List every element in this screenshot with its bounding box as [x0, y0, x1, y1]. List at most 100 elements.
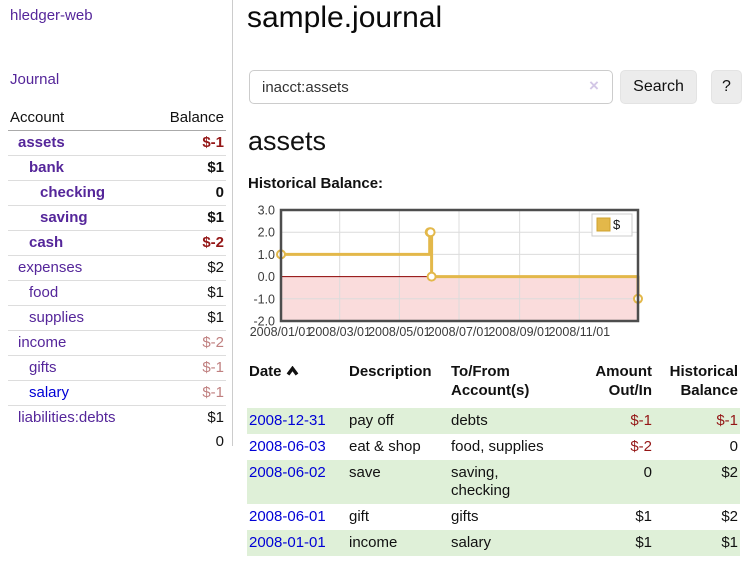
account-balance: $-2 — [150, 230, 226, 256]
transaction-row: 2008-06-01 gift gifts $1 $2 — [247, 504, 740, 530]
transaction-date-link[interactable]: 2008-12-31 — [249, 412, 326, 429]
accounts-header-balance: Balance — [150, 106, 226, 131]
sidebar-divider — [232, 0, 233, 446]
accounts-table: Account Balance assets $-1 bank $1 checking 0… — [8, 106, 226, 454]
account-link[interactable]: food — [29, 284, 59, 301]
account-link[interactable]: bank — [29, 159, 65, 176]
account-row: assets $-1 — [8, 131, 226, 156]
account-row: gifts $-1 — [8, 355, 226, 381]
transaction-description: pay off — [349, 412, 394, 429]
account-row: liabilities:debts $1 — [8, 405, 226, 430]
search-button[interactable]: Search — [620, 70, 697, 104]
search-input[interactable] — [249, 70, 613, 104]
brand-link[interactable]: hledger-web — [10, 7, 93, 24]
account-balance: $1 — [150, 205, 226, 231]
date-header-label: Date — [249, 363, 282, 380]
account-link[interactable]: checking — [40, 184, 106, 201]
account-row: income $-2 — [8, 330, 226, 356]
transaction-description: gift — [349, 508, 370, 525]
svg-text:2008/05/01: 2008/05/01 — [368, 325, 431, 339]
register-header-accounts: To/From Account(s) — [451, 363, 530, 399]
sort-ascending-icon — [286, 363, 299, 382]
account-balance: $1 — [150, 155, 226, 181]
account-row: supplies $1 — [8, 305, 226, 331]
account-row: cash $-2 — [8, 230, 226, 256]
account-link[interactable]: assets — [18, 134, 65, 151]
account-balance: $-2 — [150, 330, 226, 356]
svg-text:-1.0: -1.0 — [253, 292, 275, 306]
account-link[interactable]: income — [18, 334, 67, 351]
register-header-date[interactable]: Date — [247, 358, 347, 408]
svg-text:1.0: 1.0 — [258, 248, 275, 262]
account-balance: $1 — [150, 280, 226, 306]
svg-text:-2.0: -2.0 — [253, 315, 275, 329]
svg-text:2.0: 2.0 — [258, 226, 275, 240]
account-balance: 0 — [150, 180, 226, 206]
transaction-balance: $2 — [721, 508, 738, 525]
transaction-balance: $1 — [721, 534, 738, 551]
transaction-description: income — [349, 534, 398, 551]
page-title: sample.journal — [247, 1, 443, 34]
account-heading: assets — [248, 126, 327, 156]
accounts-total-value: 0 — [215, 433, 224, 450]
transaction-amount: $1 — [635, 508, 652, 525]
svg-text:2008/11/01: 2008/11/01 — [548, 325, 610, 339]
svg-text:$: $ — [613, 217, 621, 232]
accounts-table-body: assets $-1 bank $1 checking 0 saving $1 cash $-2 e… — [8, 131, 226, 430]
account-row: checking 0 — [8, 180, 226, 206]
transaction-amount: 0 — [643, 464, 652, 481]
accounts-total-spacer — [8, 430, 150, 454]
svg-text:2008/07/01: 2008/07/01 — [428, 325, 491, 339]
account-balance: $-1 — [202, 134, 224, 151]
account-link[interactable]: gifts — [29, 359, 57, 376]
transaction-accounts: saving, checking — [451, 464, 511, 499]
account-link[interactable]: supplies — [29, 309, 85, 326]
svg-text:3.0: 3.0 — [258, 204, 275, 218]
register-header-amount: Amount Out/In — [595, 363, 652, 399]
clear-search-icon[interactable]: × — [589, 76, 599, 95]
svg-text:2008/01/01: 2008/01/01 — [250, 325, 313, 339]
chart-title: Historical Balance: — [248, 175, 384, 192]
svg-text:2008/03/01: 2008/03/01 — [308, 325, 371, 339]
account-balance: $1 — [150, 305, 226, 331]
svg-text:0.0: 0.0 — [258, 270, 275, 284]
account-balance: $-1 — [150, 380, 226, 406]
help-button[interactable]: ? — [711, 70, 742, 104]
accounts-total-row: 0 — [8, 430, 226, 454]
account-row: food $1 — [8, 280, 226, 306]
transaction-date-link[interactable]: 2008-06-01 — [249, 508, 326, 525]
account-link[interactable]: cash — [29, 234, 64, 251]
transaction-row: 2008-01-01 income salary $1 $1 — [247, 530, 740, 556]
transaction-accounts: food, supplies — [451, 438, 544, 455]
sidebar-item-journal[interactable]: Journal — [10, 71, 60, 88]
account-link[interactable]: saving — [40, 209, 88, 226]
transaction-amount: $-2 — [630, 438, 652, 455]
account-balance: $2 — [150, 255, 226, 281]
account-balance: $1 — [150, 405, 226, 430]
account-link[interactable]: liabilities:debts — [18, 409, 116, 426]
transaction-balance: $-1 — [716, 412, 738, 429]
transaction-accounts: salary — [451, 534, 492, 551]
account-link[interactable]: expenses — [18, 259, 83, 276]
transaction-balance: 0 — [729, 438, 738, 455]
register-table-body: 2008-12-31 pay off debts $-1 $-1 2008-06-03 ea… — [247, 408, 740, 556]
account-row: saving $1 — [8, 205, 226, 231]
transaction-row: 2008-06-02 save saving, checking 0 $2 — [247, 460, 740, 504]
register-table: Date Description To/From Account(s) Amou… — [247, 358, 740, 556]
transaction-date-link[interactable]: 2008-06-02 — [249, 464, 326, 481]
transaction-date-link[interactable]: 2008-06-03 — [249, 438, 326, 455]
account-row: salary $-1 — [8, 380, 226, 406]
account-row: expenses $2 — [8, 255, 226, 281]
transaction-amount: $-1 — [630, 412, 652, 429]
search-bar: × Search ? — [249, 70, 742, 104]
svg-text:2008/09/01: 2008/09/01 — [488, 325, 551, 339]
transaction-description: save — [349, 464, 381, 481]
register-header-row: Date Description To/From Account(s) Amou… — [247, 358, 740, 408]
accounts-header-account: Account — [8, 106, 151, 131]
transaction-amount: $1 — [635, 534, 652, 551]
historical-balance-chart: 2008/01/012008/03/012008/05/012008/07/01… — [250, 204, 643, 339]
transaction-date-link[interactable]: 2008-01-01 — [249, 534, 326, 551]
register-header-description: Description — [349, 363, 432, 380]
account-link[interactable]: salary — [29, 384, 70, 401]
